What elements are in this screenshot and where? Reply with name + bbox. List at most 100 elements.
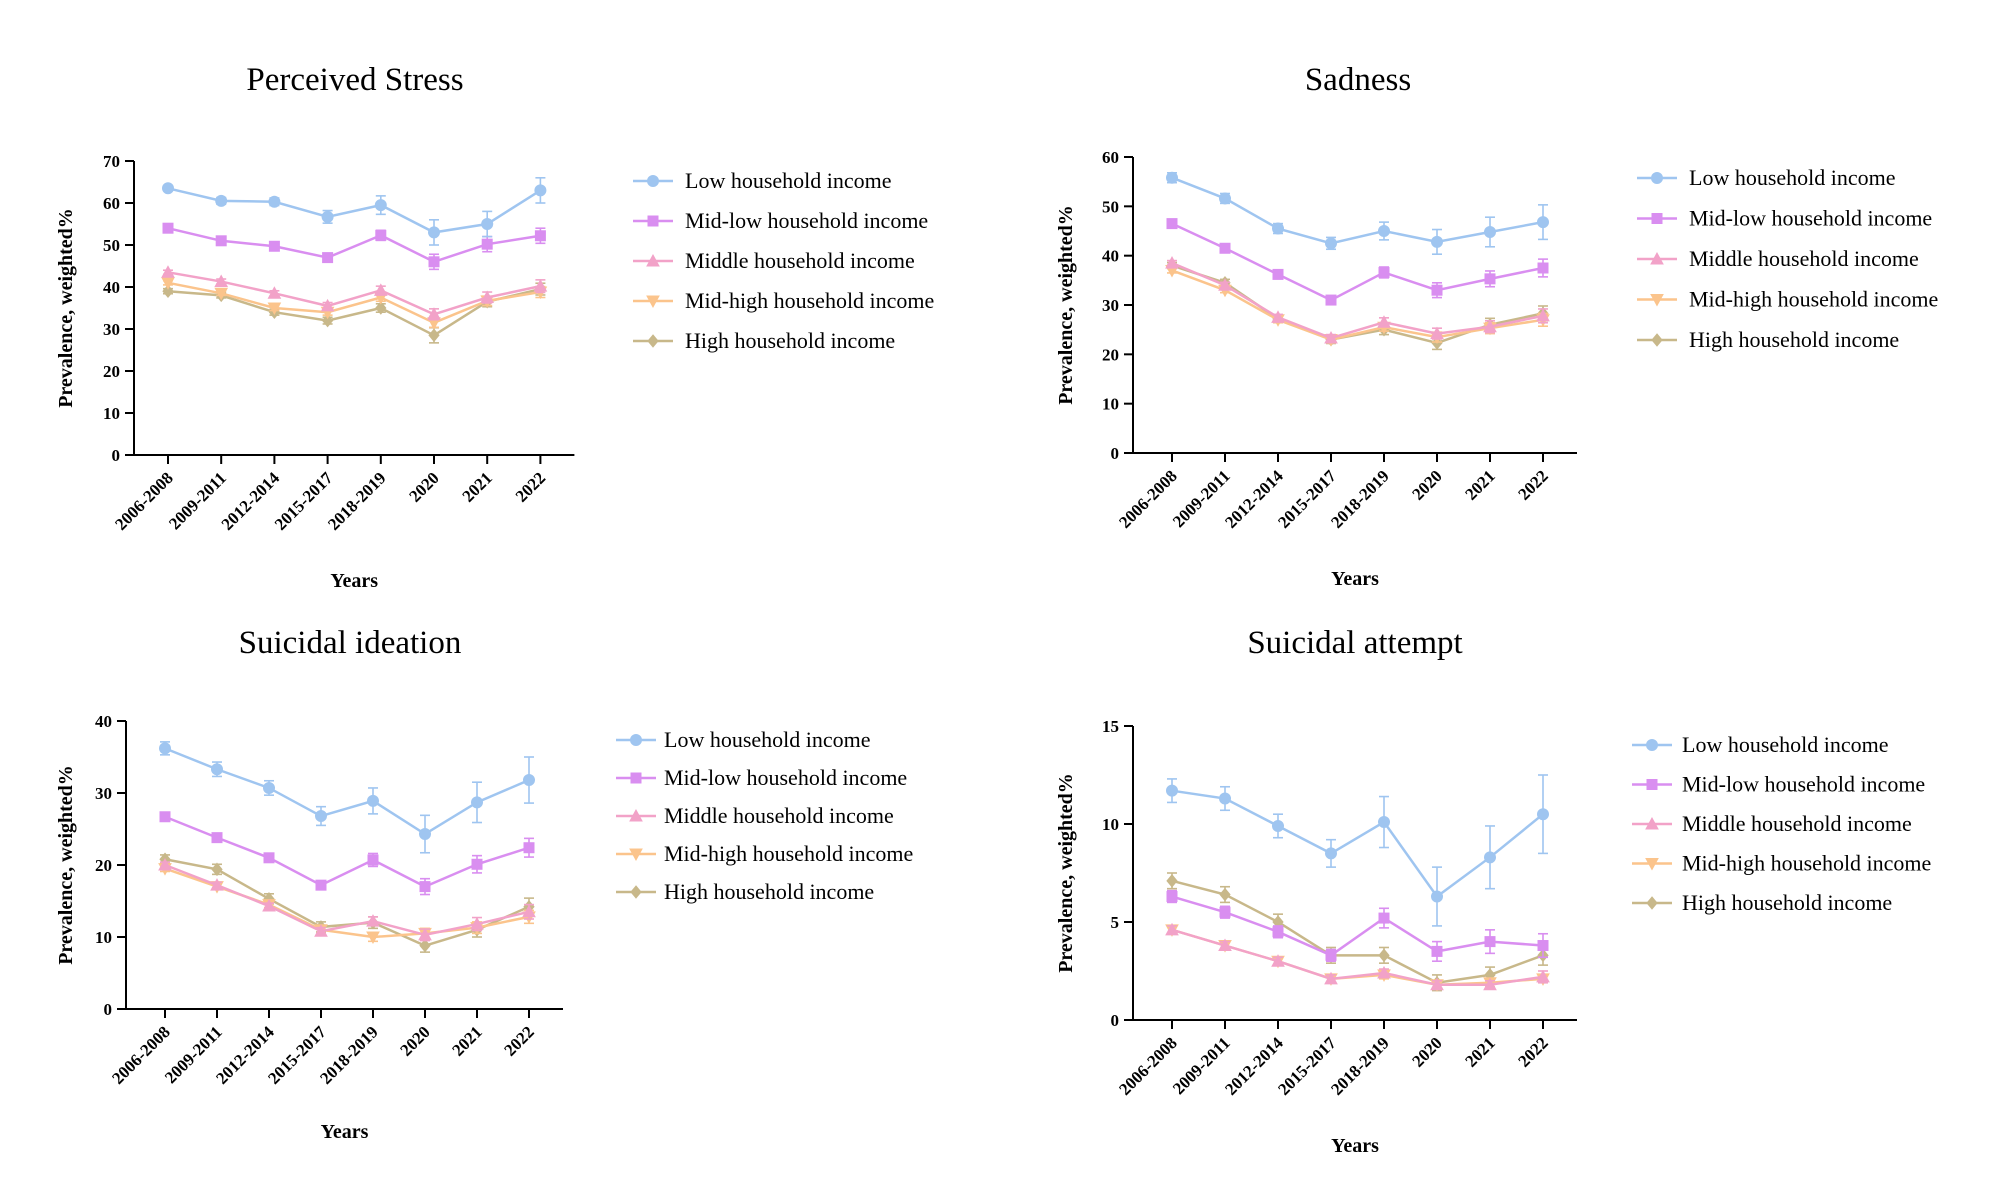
y-tick-label: 30 [95,784,112,803]
series-line [167,226,541,264]
legend-label: Mid-high household income [1689,287,1938,312]
data-point [1166,171,1178,184]
data-point [1219,242,1231,254]
data-point [534,230,546,242]
data-point [158,857,172,871]
data-point [1378,816,1390,829]
data-point [1378,266,1390,278]
x-tick-label: 2022 [1514,1033,1551,1070]
data-point [1166,218,1178,230]
chart-title: Suicidal ideation [239,625,462,661]
data-point [419,828,431,841]
legend-marker [1645,858,1659,871]
series-middle-household-income [158,857,536,942]
legend-label: High household income [1689,327,1899,352]
data-point [1218,278,1232,291]
data-point [375,301,387,315]
legend-label: Mid-high household income [664,841,913,866]
legend-label: Mid-low household income [1689,206,1932,231]
y-tick-label: 20 [1102,345,1119,364]
legend-item: High household income [1632,890,1892,915]
legend-marker [1645,816,1659,830]
chart-panel-4: Suicidal attempt0510152006-20082009-2011… [1055,625,1931,1157]
legend: Low household income Mid-low household in… [1637,165,1938,352]
data-point [1431,890,1443,903]
data-point [162,182,174,195]
series-high-household-income [1166,258,1549,351]
x-tick-label: 2022 [512,468,549,505]
legend-item: Mid-high household income [616,841,913,866]
data-point [162,284,174,298]
data-point [1165,922,1179,936]
legend-marker [1650,294,1664,307]
data-point [211,862,223,877]
data-point [428,328,440,343]
legend-item: Middle household income [1632,811,1912,836]
data-point [471,796,483,809]
y-tick-label: 60 [103,194,120,213]
x-tick-label: 2021 [448,1022,485,1059]
data-point [1536,308,1550,322]
legend-marker [1651,213,1663,224]
y-tick-label: 20 [95,856,112,875]
data-point [263,781,275,794]
data-point [1377,315,1391,328]
legend-marker [1646,779,1658,790]
series-mid-low-household-income [162,222,546,271]
data-point [1219,192,1231,205]
y-tick-label: 10 [95,928,112,947]
x-tick-label: 2021 [1461,1033,1498,1070]
data-point [1431,235,1443,248]
data-point [161,265,175,278]
series-low-household-income [1166,774,1549,927]
data-point [315,810,327,823]
data-point [1484,851,1496,864]
data-point [1166,874,1178,888]
data-point [211,763,223,776]
series-line [1171,269,1544,341]
chart-panel-1: Perceived Stress 0 10 20 30 40 50 60 70 2006-2008… [55,62,934,592]
series-mid-low-household-income [159,811,535,896]
series-line [164,858,530,947]
legend-item: Middle household income [633,248,915,273]
data-point [159,742,171,755]
data-point [1272,268,1284,280]
y-tick-label: 40 [1102,247,1119,266]
legend-label: Middle household income [1689,246,1919,271]
data-point [162,222,174,234]
data-point [214,287,229,301]
y-tick-label: 50 [103,236,120,255]
x-tick-label: 2021 [1461,466,1498,503]
series-line [1171,928,1544,986]
data-point [1165,256,1179,269]
legend-marker [647,175,659,187]
data-point [214,274,229,288]
y-axis-label: Prevalence, weighted% [55,765,77,965]
legend-label: Low household income [1689,165,1896,190]
data-point [366,931,380,945]
x-tick-label: 2018-2019 [324,468,390,534]
legend-item: Low household income [616,727,871,752]
data-point [1378,948,1390,963]
data-point [1377,965,1391,979]
legend-item: Middle household income [1637,246,1919,271]
legend-label: Mid-low household income [1682,772,1925,797]
legend-item: High household income [616,879,874,904]
legend-marker [1646,896,1658,910]
y-tick-label: 15 [1102,717,1119,736]
x-tick-label: 2018-2019 [1327,1033,1393,1099]
data-point [1431,284,1443,296]
legend-item: Low household income [1632,732,1889,757]
legend-item: Mid-low household income [1632,772,1925,797]
data-point [1484,225,1496,238]
data-point [367,854,379,866]
data-point [471,858,483,870]
data-point [320,298,335,312]
legend-label: Low household income [664,727,871,752]
y-tick-label: 60 [1102,148,1119,167]
data-point [1325,294,1337,306]
series-high-household-income [1166,872,1549,992]
legend-label: High household income [664,879,874,904]
legend-item: High household income [633,328,895,353]
data-point [215,235,227,247]
